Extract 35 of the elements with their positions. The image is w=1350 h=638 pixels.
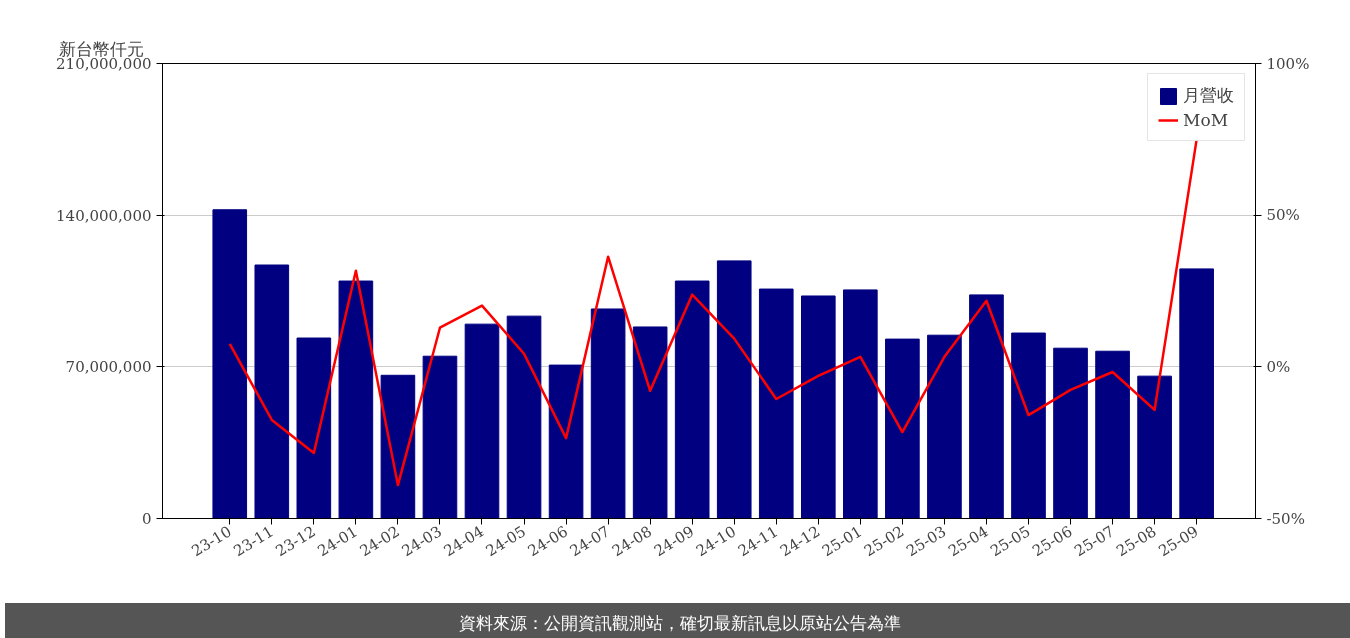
source-note: 資料來源：公開資訊觀測站，確切最新訊息以原站公告為準 [459,612,901,635]
bar [506,315,542,519]
bar [800,295,836,519]
y-tick-label: 140,000,000 [56,206,152,225]
legend-label: MoM [1183,110,1229,130]
legend-label: 月營收 [1183,84,1234,107]
bar [548,364,584,519]
bar [1095,350,1130,519]
y2-tick-label: 50% [1266,206,1300,225]
y2-tick-label: -50% [1266,509,1305,528]
bar [464,323,500,519]
bar [338,280,374,519]
bar [885,338,920,519]
bar [590,308,626,519]
bar [758,288,794,519]
bar [1179,268,1214,519]
y2-tick-label: 100% [1266,54,1310,73]
bar [927,334,962,519]
bar [1053,347,1088,519]
bar [254,264,290,519]
bar [716,260,752,519]
bar [969,294,1004,519]
bar [674,280,710,519]
bar [296,337,332,519]
line-series [228,138,1198,487]
bar [212,209,248,519]
bar [843,289,878,519]
y-tick-label: 0 [141,510,152,528]
bar [380,374,416,519]
bar [1137,375,1172,519]
bar [422,355,458,519]
y2-tick-label: 0% [1266,357,1291,376]
bar [1011,332,1046,519]
bar [632,326,668,519]
y-tick-label: 70,000,000 [65,358,152,377]
